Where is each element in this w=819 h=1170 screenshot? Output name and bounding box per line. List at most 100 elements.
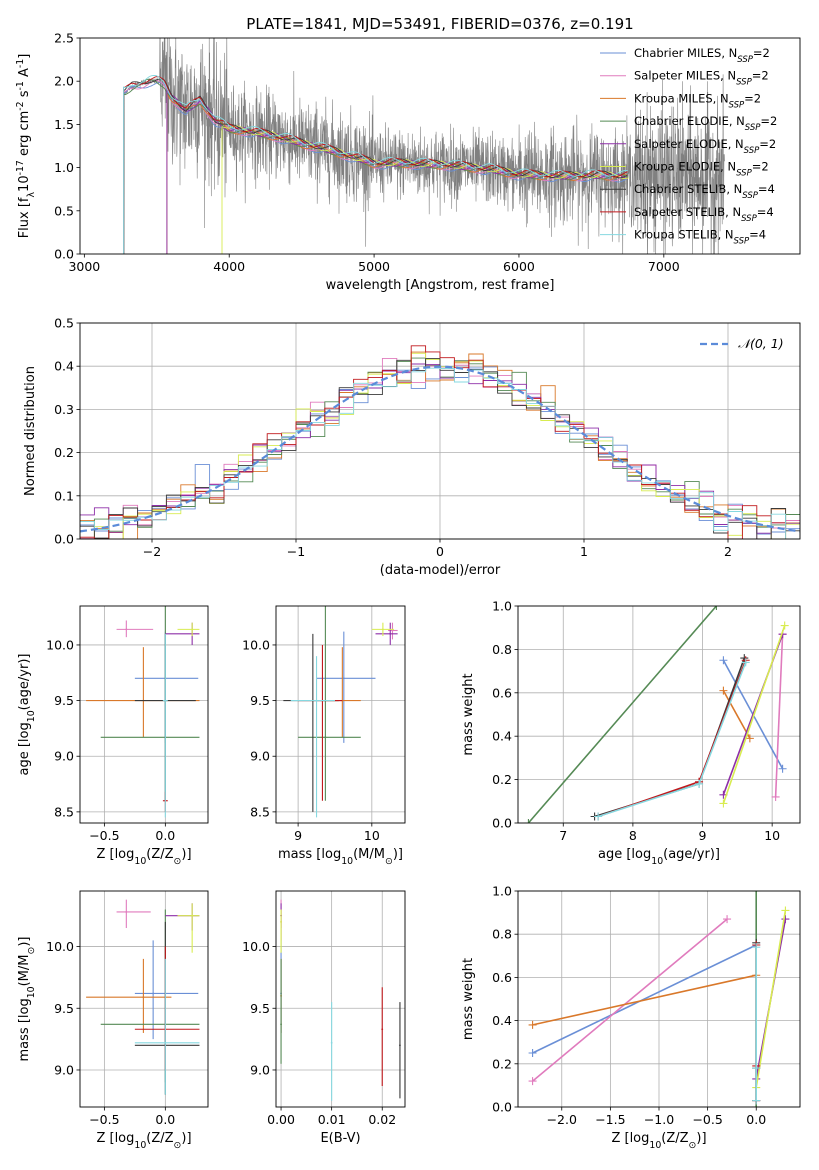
- weight-marker: [719, 799, 728, 808]
- weight-marker: [780, 621, 789, 630]
- legend-label: Chabrier STELIB, NSSP=4: [634, 182, 775, 201]
- x-tick-label: 4000: [213, 259, 245, 274]
- weight-marker: [528, 1049, 537, 1057]
- weight_vs_Z-ylabel: mass weight: [461, 958, 476, 1040]
- gaussian-curve: [80, 365, 800, 533]
- weight-marker: [740, 654, 749, 663]
- mass_vs_Z-ylabel: mass [log10​(M/M⊙​)]: [17, 937, 37, 1062]
- y-tick-label: 0.4: [54, 359, 74, 374]
- weight-marker: [719, 686, 728, 695]
- weight-marker: [712, 606, 721, 610]
- data-point: [191, 914, 194, 917]
- weight-marker: [781, 906, 790, 915]
- weight-line: [532, 944, 757, 1054]
- x-tick-label: 10: [764, 828, 780, 843]
- age_vs_Z-xlabel: Z [log10​(Z/Z⊙​)]: [96, 847, 191, 867]
- x-tick-label: −1.5: [595, 1112, 625, 1127]
- residual-plot: [80, 345, 800, 539]
- mass_vs_EBV-axes: 0.00 0.01 0.02 9.0 9.5 10.0: [242, 891, 405, 1127]
- weight-marker: [524, 819, 533, 823]
- weight-marker: [771, 792, 780, 801]
- mass_vs_EBV-frame: [275, 890, 406, 1108]
- data-point: [315, 699, 318, 702]
- x-tick-label: −0.5: [89, 1112, 119, 1127]
- x-tick-label: 9: [699, 828, 707, 843]
- weight-marker: [752, 943, 761, 952]
- y-tick-label: 9.0: [54, 1062, 74, 1077]
- x-tick-label: 0: [436, 544, 444, 559]
- y-tick-label: 0.0: [54, 532, 74, 547]
- x-tick-label: 2: [724, 544, 732, 559]
- spectrum-ylabel: Flux [fλ​10-17​ erg cm-2​ s-1​ A-1​]: [15, 54, 37, 239]
- weight-marker: [719, 656, 728, 665]
- mass_vs_EBV-xlabel: E(B-V): [320, 1131, 360, 1146]
- weight-marker: [695, 779, 704, 788]
- weight-marker: [594, 812, 603, 821]
- y-tick-label: 0.4: [492, 1013, 512, 1028]
- mass_vs_Z-plot: [86, 899, 200, 1095]
- spectrum-legend: Chabrier MILES, NSSP=2 Salpeter MILES, NS…: [600, 46, 777, 247]
- weight_vs_age-axes: 7 8 9 10 0.0 0.2 0.4 0.6 0.8 1.0: [492, 599, 800, 843]
- weight-line: [755, 910, 787, 1088]
- x-tick-label: 0.00: [267, 1112, 295, 1127]
- y-tick-label: 0.6: [492, 970, 512, 985]
- x-tick-label: 6000: [503, 259, 535, 274]
- x-tick-label: 8: [629, 828, 637, 843]
- model-spectrum-5: [221, 125, 629, 254]
- y-tick-label: 0.4: [492, 729, 512, 744]
- x-tick-label: −0.5: [692, 1112, 722, 1127]
- y-tick-label: 1.0: [492, 599, 512, 614]
- y-tick-label: 0.6: [492, 685, 512, 700]
- x-tick-label: 7: [559, 828, 567, 843]
- y-tick-label: 9.5: [54, 693, 74, 708]
- weight-marker: [528, 1077, 537, 1086]
- spectrum-axes: 3000 4000 5000 6000 7000 0.0 0.5 1.0 1.5 2.0 2.5: [54, 31, 680, 275]
- y-tick-label: 1.0: [492, 884, 512, 899]
- figure-title: PLATE=1841, MJD=53491, FIBERID=0376, z=0…: [246, 15, 633, 33]
- data-point: [125, 628, 128, 631]
- weight-marker: [752, 1064, 761, 1073]
- y-tick-label: 9.0: [250, 749, 270, 764]
- legend-label: Salpeter ELODIE, NSSP=2: [634, 137, 776, 156]
- weight-marker: [752, 891, 761, 895]
- y-tick-label: 8.5: [54, 804, 74, 819]
- spectrum-frame: [79, 37, 801, 255]
- y-tick-label: 10.0: [242, 939, 270, 954]
- x-tick-label: 0.0: [155, 1112, 175, 1127]
- x-tick-label: −0.5: [89, 828, 119, 843]
- model-spectrum-1: [123, 79, 628, 254]
- weight_vs_age-frame: [517, 605, 801, 824]
- y-tick-label: 0.3: [54, 402, 74, 417]
- data-point: [164, 699, 167, 702]
- data-point: [342, 677, 345, 680]
- residual-legend: 𝒩(0, 1): [700, 336, 784, 351]
- data-point: [330, 1041, 333, 1044]
- age_vs_Z-frame: [79, 605, 209, 824]
- spectrum-xlabel: wavelength [Angstrom, rest frame]: [326, 278, 555, 293]
- x-tick-label: 3000: [68, 259, 100, 274]
- x-tick-label: 0.0: [155, 828, 175, 843]
- data-point: [191, 628, 194, 631]
- data-point: [391, 629, 394, 632]
- x-tick-label: 1: [580, 544, 588, 559]
- y-tick-label: 0.0: [492, 1100, 512, 1115]
- weight-line: [527, 606, 718, 823]
- weight-marker: [741, 658, 750, 667]
- weight-line: [722, 690, 751, 739]
- data-point: [280, 920, 282, 923]
- y-tick-label: 10.0: [46, 939, 74, 954]
- y-tick-label: 0.8: [492, 927, 512, 942]
- data-point: [152, 992, 155, 995]
- x-tick-label: 10: [364, 828, 380, 843]
- y-tick-label: 9.0: [54, 749, 74, 764]
- legend-label: Salpeter MILES, NSSP=2: [634, 69, 769, 88]
- age_vs_mass-axes: 9 10 8.5 9.0 9.5 10.0: [242, 606, 405, 843]
- y-tick-label: 0.0: [54, 247, 74, 262]
- x-tick-label: −2: [143, 544, 161, 559]
- y-tick-label: 1.5: [54, 117, 74, 132]
- weight-line: [722, 625, 786, 804]
- y-tick-label: 1.0: [54, 160, 74, 175]
- x-tick-label: 0.02: [368, 1112, 396, 1127]
- weight_vs_age-plot: [524, 606, 789, 823]
